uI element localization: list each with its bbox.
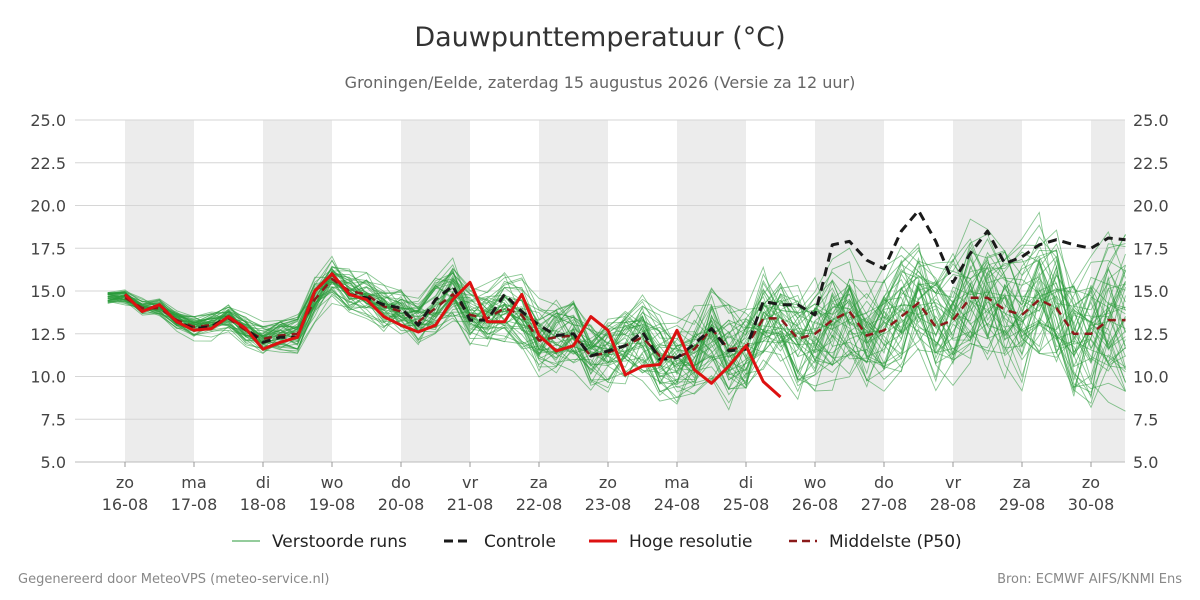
x-tick-date: 29-08 bbox=[999, 495, 1046, 514]
y-tick-label-right: 25.0 bbox=[1133, 111, 1169, 130]
ensemble-member-line bbox=[107, 218, 1126, 374]
ensemble-member-line bbox=[107, 243, 1126, 391]
series-line-hoge-resolutie bbox=[123, 272, 782, 399]
legend-label: Verstoorde runs bbox=[272, 532, 407, 552]
ensemble-member-line bbox=[107, 249, 1126, 393]
ensemble-member-line bbox=[107, 251, 1126, 380]
x-tick-date: 18-08 bbox=[240, 495, 287, 514]
ensemble-member-line bbox=[107, 224, 1126, 364]
y-tick-label-right: 5.0 bbox=[1133, 453, 1158, 472]
ensemble-member-line bbox=[107, 280, 1126, 389]
y-tick-label-right: 22.5 bbox=[1133, 154, 1169, 173]
y-tick-label-right: 10.0 bbox=[1133, 368, 1169, 387]
x-tick-date: 24-08 bbox=[654, 495, 701, 514]
x-tick-day: do bbox=[391, 473, 411, 492]
footer-credit: Gegenereerd door MeteoVPS (meteo-service… bbox=[18, 572, 330, 587]
chart-title: Dauwpunttemperatuur (°C) bbox=[414, 22, 786, 53]
y-tick-label-left: 17.5 bbox=[30, 239, 66, 258]
x-tick-day: vr bbox=[945, 473, 961, 492]
x-tick-date: 19-08 bbox=[309, 495, 356, 514]
x-tick-date: 26-08 bbox=[792, 495, 839, 514]
x-tick-date: 16-08 bbox=[102, 495, 149, 514]
chart-subtitle: Groningen/Eelde, zaterdag 15 augustus 20… bbox=[344, 73, 856, 92]
x-tick-day: zo bbox=[1082, 473, 1100, 492]
x-tick-date: 25-08 bbox=[723, 495, 770, 514]
x-tick-day: vr bbox=[462, 473, 478, 492]
x-tick-date: 22-08 bbox=[516, 495, 563, 514]
legend-label: Hoge resolutie bbox=[629, 532, 753, 552]
y-tick-label-left: 10.0 bbox=[30, 368, 66, 387]
x-tick-date: 28-08 bbox=[930, 495, 977, 514]
x-tick-day: za bbox=[530, 473, 548, 492]
x-tick-day: zo bbox=[116, 473, 134, 492]
x-tick-day: wo bbox=[804, 473, 827, 492]
x-tick-day: za bbox=[1013, 473, 1031, 492]
x-tick-day: do bbox=[874, 473, 894, 492]
y-tick-label-right: 20.0 bbox=[1133, 197, 1169, 216]
x-tick-day: di bbox=[739, 473, 754, 492]
legend-label: Middelste (P50) bbox=[829, 532, 962, 552]
legend-label: Controle bbox=[484, 532, 556, 552]
footer-source: Bron: ECMWF AIFS/KNMI Ens bbox=[997, 572, 1182, 587]
x-tick-day: wo bbox=[321, 473, 344, 492]
y-tick-label-left: 12.5 bbox=[30, 325, 66, 344]
y-tick-label-right: 7.5 bbox=[1133, 410, 1158, 429]
y-tick-label-left: 20.0 bbox=[30, 197, 66, 216]
y-tick-label-right: 17.5 bbox=[1133, 239, 1169, 258]
series-line-controle bbox=[123, 209, 1126, 361]
x-tick-day: zo bbox=[599, 473, 617, 492]
x-tick-date: 30-08 bbox=[1068, 495, 1115, 514]
y-tick-label-right: 15.0 bbox=[1133, 282, 1169, 301]
x-tick-day: ma bbox=[181, 473, 206, 492]
x-tick-day: di bbox=[256, 473, 271, 492]
x-tick-date: 23-08 bbox=[585, 495, 632, 514]
y-tick-label-left: 25.0 bbox=[30, 111, 66, 130]
ensemble-member-line bbox=[107, 251, 1126, 368]
y-tick-label-left: 15.0 bbox=[30, 282, 66, 301]
y-tick-label-right: 12.5 bbox=[1133, 325, 1169, 344]
x-tick-date: 27-08 bbox=[861, 495, 908, 514]
x-tick-date: 20-08 bbox=[378, 495, 425, 514]
x-tick-date: 21-08 bbox=[447, 495, 494, 514]
y-tick-label-left: 22.5 bbox=[30, 154, 66, 173]
ensemble-member-line bbox=[107, 258, 1126, 404]
x-tick-date: 17-08 bbox=[171, 495, 218, 514]
y-tick-label-left: 5.0 bbox=[41, 453, 66, 472]
y-tick-label-left: 7.5 bbox=[41, 410, 66, 429]
x-tick-day: ma bbox=[664, 473, 689, 492]
